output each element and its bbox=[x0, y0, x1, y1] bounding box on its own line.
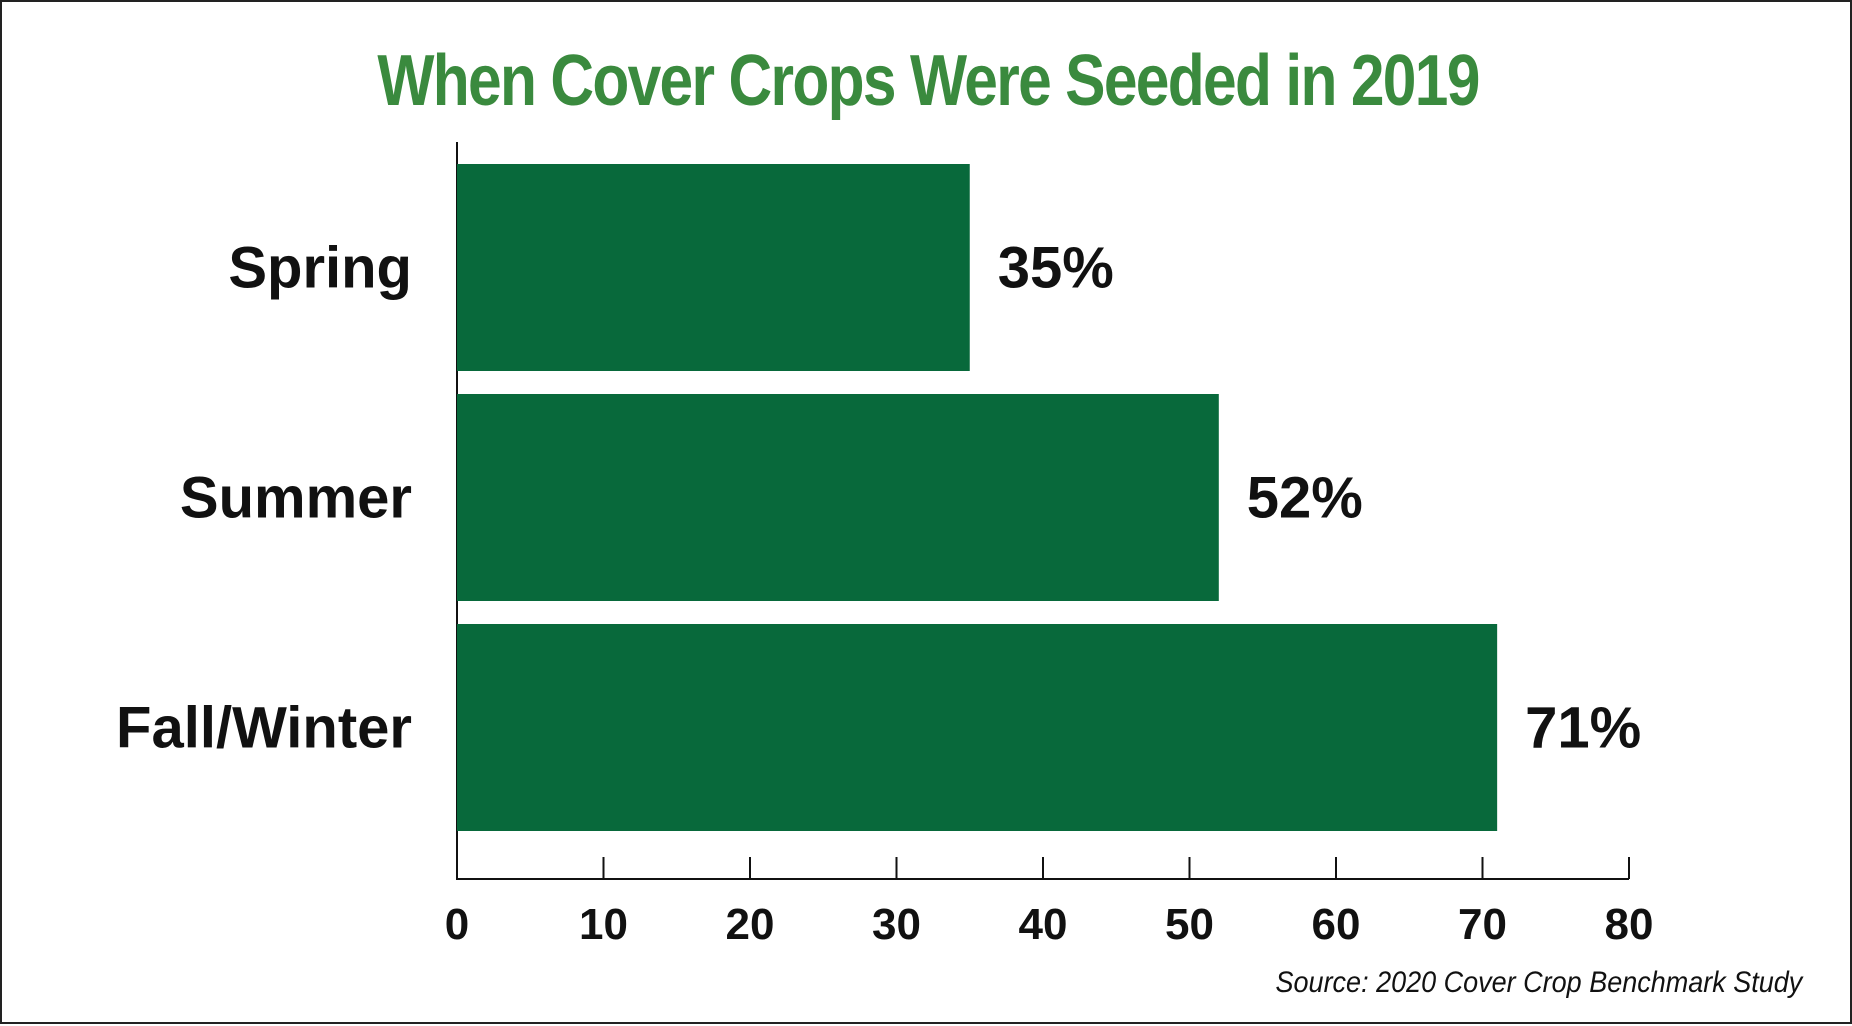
x-tick-label: 0 bbox=[445, 900, 469, 949]
x-tick-label: 40 bbox=[1019, 900, 1068, 949]
bars-group: Spring 35% Summer 52% Fall/Winter 71% bbox=[116, 164, 1641, 831]
category-label: Spring bbox=[228, 236, 412, 301]
x-tick-label: 80 bbox=[1605, 900, 1654, 949]
bar-spring bbox=[457, 164, 970, 371]
x-ticks-group: 0 10 20 30 40 50 60 70 80 bbox=[445, 857, 1654, 949]
chart-title: When Cover Crops Were Seeded in 2019 bbox=[377, 41, 1480, 121]
x-tick-label: 20 bbox=[726, 900, 775, 949]
x-tick-label: 50 bbox=[1165, 900, 1214, 949]
x-tick-label: 60 bbox=[1312, 900, 1361, 949]
category-label: Summer bbox=[180, 466, 412, 531]
value-label: 35% bbox=[998, 236, 1114, 301]
x-tick-label: 70 bbox=[1458, 900, 1507, 949]
bar-summer bbox=[457, 394, 1219, 601]
bar-fall-winter bbox=[457, 624, 1498, 831]
value-label: 52% bbox=[1247, 466, 1363, 531]
value-label: 71% bbox=[1525, 696, 1641, 761]
x-tick-label: 10 bbox=[579, 900, 628, 949]
x-tick-label: 30 bbox=[872, 900, 921, 949]
source-note: Source: 2020 Cover Crop Benchmark Study bbox=[1275, 966, 1802, 999]
category-label: Fall/Winter bbox=[116, 696, 412, 761]
